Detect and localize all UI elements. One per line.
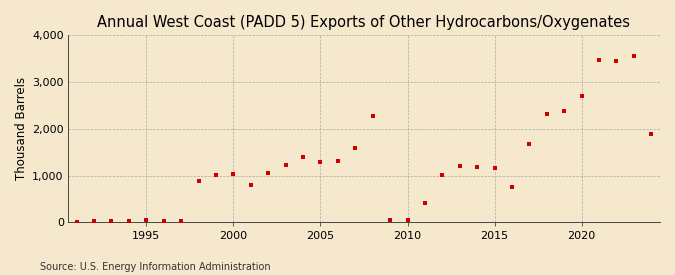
Point	[106, 218, 117, 223]
Point	[507, 185, 518, 189]
Point	[350, 146, 360, 150]
Point	[541, 112, 552, 117]
Point	[211, 172, 221, 177]
Point	[437, 173, 448, 177]
Point	[228, 172, 239, 177]
Point	[315, 160, 326, 164]
Point	[193, 179, 204, 183]
Point	[176, 218, 186, 223]
Point	[333, 159, 344, 163]
Point	[54, 220, 65, 224]
Point	[72, 220, 82, 224]
Point	[489, 166, 500, 170]
Point	[124, 218, 134, 223]
Point	[593, 57, 604, 62]
Point	[524, 142, 535, 146]
Point	[576, 94, 587, 98]
Point	[472, 165, 483, 169]
Point	[559, 108, 570, 113]
Point	[88, 219, 99, 223]
Text: Source: U.S. Energy Information Administration: Source: U.S. Energy Information Administ…	[40, 262, 271, 272]
Point	[628, 54, 639, 59]
Title: Annual West Coast (PADD 5) Exports of Other Hydrocarbons/Oxygenates: Annual West Coast (PADD 5) Exports of Ot…	[97, 15, 630, 30]
Point	[385, 218, 396, 222]
Point	[246, 183, 256, 187]
Point	[280, 163, 291, 167]
Point	[263, 171, 273, 175]
Point	[454, 164, 465, 168]
Point	[402, 218, 413, 222]
Point	[159, 218, 169, 223]
Point	[646, 131, 657, 136]
Y-axis label: Thousand Barrels: Thousand Barrels	[15, 77, 28, 180]
Point	[611, 59, 622, 63]
Point	[420, 200, 431, 205]
Point	[367, 114, 378, 118]
Point	[298, 155, 308, 160]
Point	[141, 218, 152, 222]
